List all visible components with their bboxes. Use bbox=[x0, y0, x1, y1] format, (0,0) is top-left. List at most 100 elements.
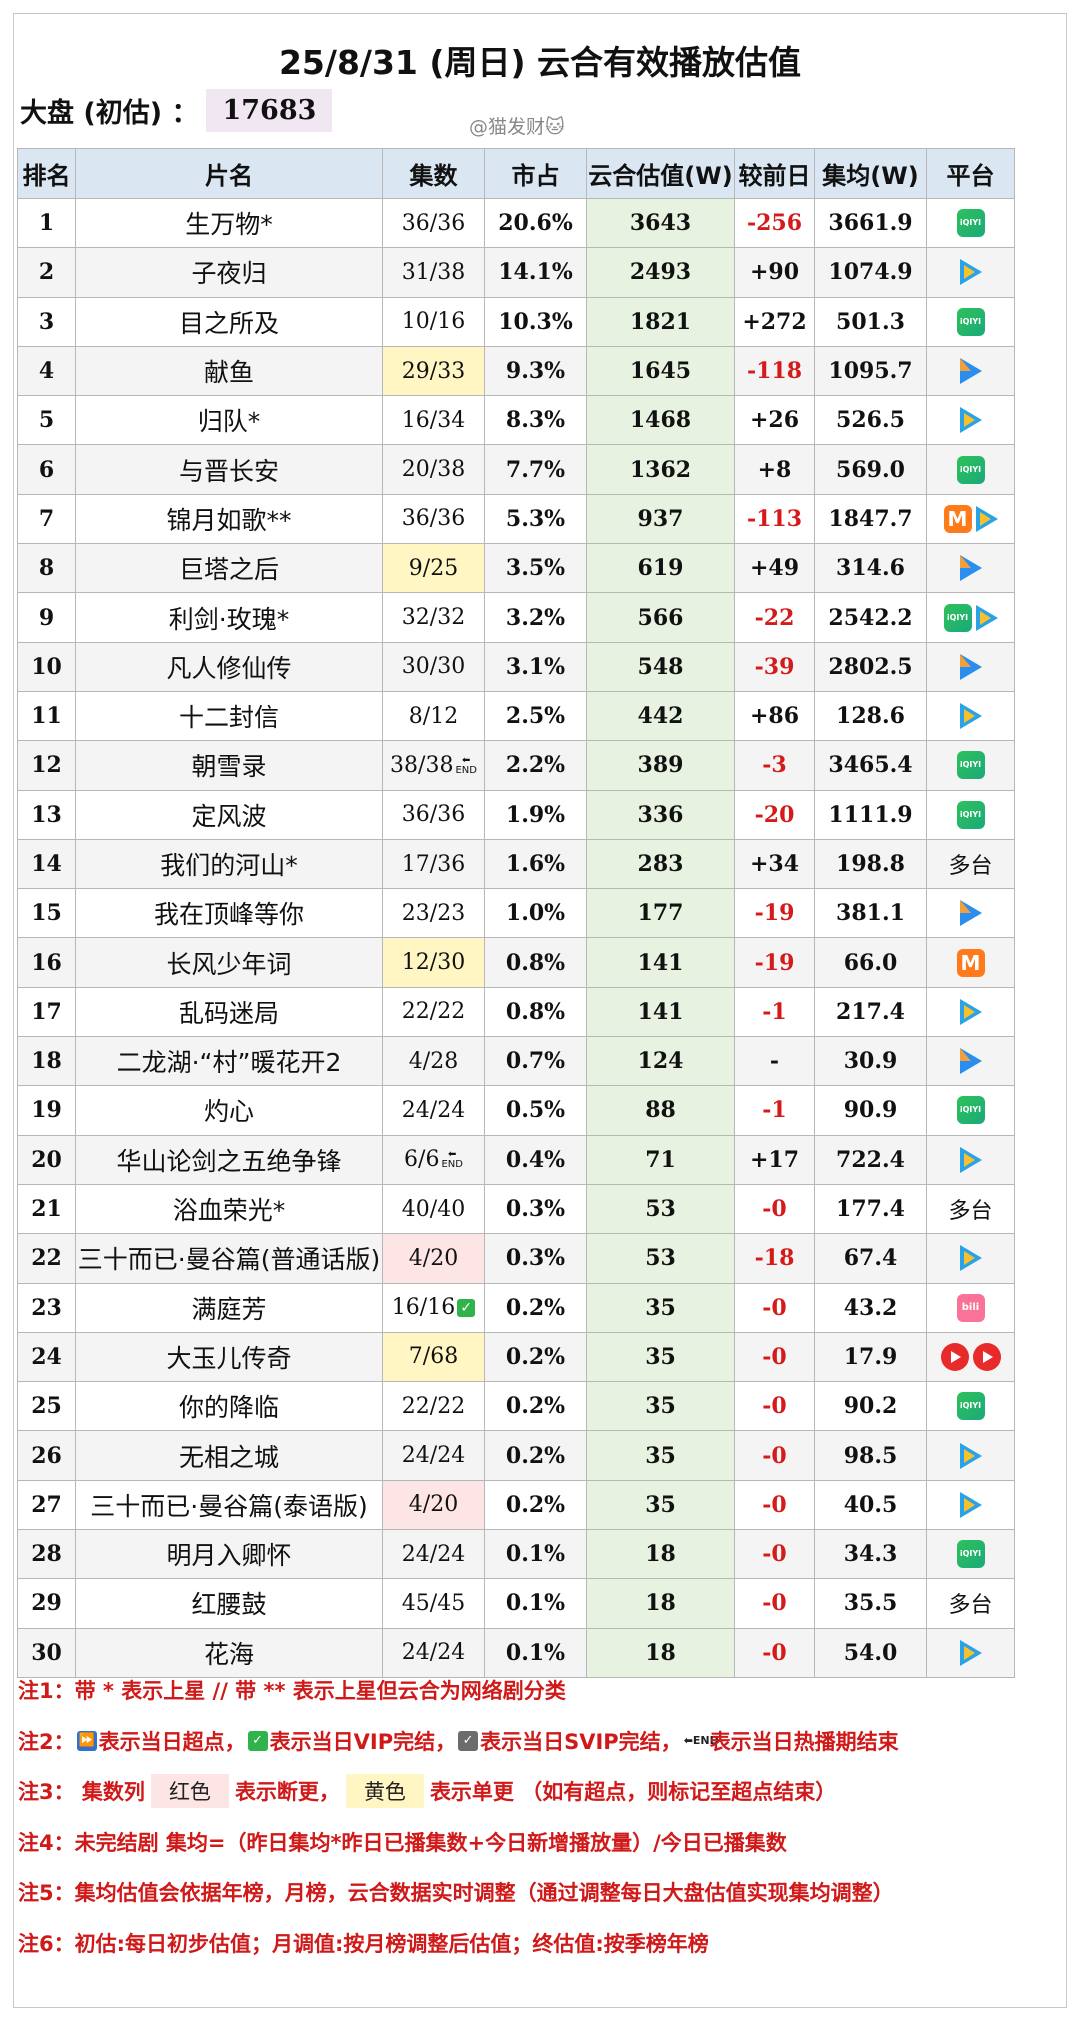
episodes-cell: 23/23 bbox=[382, 888, 485, 939]
change-cell: -3 bbox=[734, 740, 815, 791]
estimate-cell: 141 bbox=[586, 937, 735, 988]
rank-cell: 1 bbox=[17, 197, 76, 249]
share-cell: 0.5% bbox=[484, 1085, 587, 1136]
check-icon: ✓ bbox=[457, 1299, 476, 1318]
change-cell: -19 bbox=[734, 937, 815, 988]
platform-cell bbox=[926, 1036, 1015, 1087]
share-cell: 5.3% bbox=[484, 493, 587, 545]
change-cell: -0 bbox=[734, 1331, 815, 1383]
estimate-cell: 35 bbox=[586, 1430, 735, 1481]
table-row: 14 我们的河山* 17/36 1.6% 283 +34 198.8 多台 bbox=[17, 838, 1015, 890]
episodes-cell: 20/38 bbox=[382, 444, 485, 495]
episodes-cell: 8/12 bbox=[382, 690, 485, 742]
platform-cell bbox=[926, 1430, 1015, 1481]
title-cell: 乱码迷局 bbox=[75, 986, 383, 1038]
table-row: 3 目之所及 10/16 10.3% 1821 +272 501.3 bbox=[17, 296, 1015, 347]
title-cell: 巨塔之后 bbox=[75, 543, 383, 594]
change-cell: -0 bbox=[734, 1381, 815, 1432]
note-1: 注1：带 * 表示上星 // 带 ** 表示上星但云合为网络剧分类 bbox=[18, 1679, 566, 1704]
platform-cell bbox=[926, 1233, 1015, 1284]
estimate-cell: 18 bbox=[586, 1529, 735, 1580]
table-row: 10 凡人修仙传 30/30 3.1% 548 -39 2802.5 bbox=[17, 641, 1015, 692]
rank-cell: 30 bbox=[17, 1627, 76, 1678]
episodes-cell: 36/36 bbox=[382, 197, 485, 249]
episodes-cell: 22/22 bbox=[382, 986, 485, 1038]
table-row: 29 红腰鼓 45/45 0.1% 18 -0 35.5 多台 bbox=[17, 1578, 1015, 1629]
mango-icon bbox=[956, 948, 985, 977]
platform-cell bbox=[926, 1529, 1015, 1580]
platform-cell bbox=[926, 247, 1015, 298]
mgtv-icon bbox=[972, 1342, 1001, 1371]
episodes-cell: 4/20 bbox=[382, 1233, 485, 1284]
page-title: 25/8/31 (周日) 云合有效播放估值 bbox=[278, 43, 802, 82]
rank-cell: 24 bbox=[17, 1331, 76, 1383]
change-cell: -0 bbox=[734, 1578, 815, 1629]
title-cell: 花海 bbox=[75, 1627, 383, 1678]
estimate-cell: 88 bbox=[586, 1085, 735, 1136]
title-cell: 生万物* bbox=[75, 197, 383, 249]
mgtv-icon bbox=[940, 1342, 969, 1371]
note-5: 注5：集均估值会依据年榜，月榜，云合数据实时调整（通过调整每日大盘估值实现集均调… bbox=[18, 1881, 894, 1906]
title-cell: 灼心 bbox=[75, 1085, 383, 1136]
platform-cell bbox=[926, 296, 1015, 347]
check-gray-icon: ✓ bbox=[458, 1730, 479, 1751]
market-total: 大盘 (初估) ： 17683 bbox=[20, 84, 333, 136]
iqiyi-icon bbox=[956, 1392, 985, 1421]
average-cell: 314.6 bbox=[814, 543, 927, 594]
platform-cell bbox=[926, 395, 1015, 446]
rank-cell: 5 bbox=[17, 395, 76, 446]
estimate-cell: 566 bbox=[586, 592, 735, 643]
title-cell: 目之所及 bbox=[75, 296, 383, 347]
table-row: 18 二龙湖·“村”暖花开2 4/28 0.7% 124-30.9 bbox=[17, 1036, 1015, 1087]
change-cell: -118 bbox=[734, 345, 815, 397]
platform-cell: 多台 bbox=[926, 838, 1015, 890]
estimate-cell: 124 bbox=[586, 1036, 735, 1087]
rank-cell: 14 bbox=[17, 838, 76, 890]
market-total-value: 17683 bbox=[206, 88, 333, 132]
table-row: 13 定风波 36/36 1.9% 336 -20 1111.9 bbox=[17, 789, 1015, 840]
platform-cell bbox=[926, 1134, 1015, 1185]
change-cell: +86 bbox=[734, 690, 815, 742]
share-cell: 3.1% bbox=[484, 641, 587, 692]
note-2: 注2： ⏩ 表示当日超点， ✓ 表示当日VIP完结， ✓ 表示当日SVIP完结，… bbox=[18, 1729, 899, 1754]
table-row: 4 献鱼 29/33 9.3% 1645 -118 1095.7 bbox=[17, 345, 1015, 397]
share-cell: 2.2% bbox=[484, 740, 587, 791]
platform-cell bbox=[926, 740, 1015, 791]
estimate-cell: 53 bbox=[586, 1183, 735, 1235]
tencent-icon bbox=[959, 703, 982, 730]
share-cell: 0.8% bbox=[484, 937, 587, 988]
estimate-cell: 336 bbox=[586, 789, 735, 840]
platform-cell: 多台 bbox=[926, 1183, 1015, 1235]
title-cell: 子夜归 bbox=[75, 247, 383, 298]
notes: 注1：带 * 表示上星 // 带 ** 表示上星但云合为网络剧分类 注2： ⏩ … bbox=[14, 1665, 1066, 1968]
episodes-cell: 22/22 bbox=[382, 1381, 485, 1432]
share-cell: 0.1% bbox=[484, 1529, 587, 1580]
title-cell: 明月入卿怀 bbox=[75, 1529, 383, 1580]
youku-icon bbox=[959, 555, 982, 582]
average-cell: 54.0 bbox=[814, 1627, 927, 1678]
end-arrow-icon: ⬅END bbox=[683, 1733, 719, 1747]
iqiyi-icon bbox=[956, 455, 985, 484]
rank-cell: 10 bbox=[17, 641, 76, 692]
estimate-cell: 35 bbox=[586, 1381, 735, 1432]
table-row: 30 花海 24/24 0.1% 18 -0 54.0 bbox=[17, 1627, 1015, 1678]
rank-cell: 29 bbox=[17, 1578, 76, 1629]
platform-cell bbox=[926, 493, 1015, 545]
average-cell: 1847.7 bbox=[814, 493, 927, 545]
average-cell: 128.6 bbox=[814, 690, 927, 742]
episodes-cell: 40/40 bbox=[382, 1183, 485, 1235]
tencent-icon bbox=[959, 1491, 982, 1518]
rank-cell: 17 bbox=[17, 986, 76, 1038]
title-cell: 华山论剑之五绝争锋 bbox=[75, 1134, 383, 1185]
platform-cell bbox=[926, 1627, 1015, 1678]
change-cell: -0 bbox=[734, 1183, 815, 1235]
change-cell: +49 bbox=[734, 543, 815, 594]
change-cell: - bbox=[734, 1036, 815, 1087]
estimate-cell: 937 bbox=[586, 493, 735, 545]
average-cell: 501.3 bbox=[814, 296, 927, 347]
rank-cell: 15 bbox=[17, 888, 76, 939]
rank-cell: 4 bbox=[17, 345, 76, 397]
note-4: 注4：未完结剧 集均=（昨日集均*昨日已播集数+今日新增播放量）/今日已播集数 bbox=[18, 1830, 787, 1855]
title-cell: 二龙湖·“村”暖花开2 bbox=[75, 1036, 383, 1087]
average-cell: 1095.7 bbox=[814, 345, 927, 397]
